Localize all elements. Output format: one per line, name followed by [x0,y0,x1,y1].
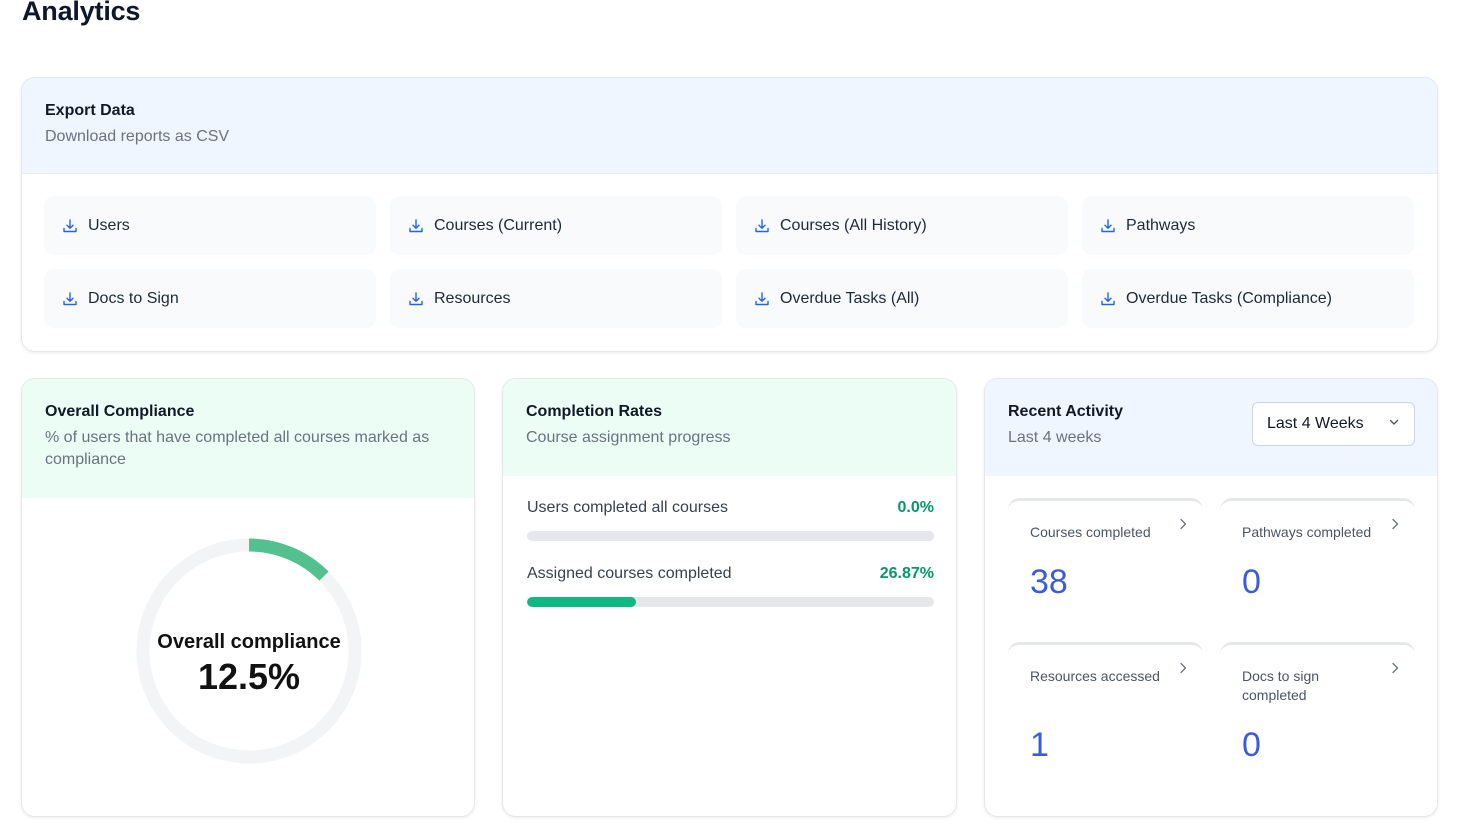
export-docs-to-sign-button[interactable]: Docs to Sign [44,269,376,328]
export-button-label: Overdue Tasks (All) [780,289,920,307]
export-button-label: Resources [434,289,511,307]
donut-center-label: Overall compliance [157,631,341,653]
activity-subtitle: Last 4 weeks [1008,429,1102,446]
donut-value-arc [136,538,362,764]
export-data-subtitle: Download reports as CSV [45,128,230,145]
progress-track [527,531,934,541]
stat-label: Resources accessed [1030,668,1160,684]
download-icon [1100,218,1116,234]
export-overdue-tasks-all-button[interactable]: Overdue Tasks (All) [736,269,1068,328]
stat-value: 1 [1030,726,1049,764]
stat-label: Docs to sign completed [1242,668,1320,703]
download-icon [62,218,78,234]
compliance-header: Overall Compliance % of users that have … [22,379,474,498]
rate-row-users-completed: Users completed all courses 0.0% [527,499,934,541]
page-title: Analytics [22,0,141,26]
stat-label: Courses completed [1030,524,1151,540]
export-data-card: Export Data Download reports as CSV User… [21,77,1438,352]
export-overdue-tasks-compliance-button[interactable]: Overdue Tasks (Compliance) [1082,269,1414,328]
progress-track [527,597,934,607]
export-courses-current-button[interactable]: Courses (Current) [390,196,722,255]
export-courses-all-history-button[interactable]: Courses (All History) [736,196,1068,255]
chevron-right-icon [1389,517,1401,530]
rate-percent: 0.0% [897,499,934,516]
compliance-donut-chart [136,538,362,764]
completion-rates-card: Completion Rates Course assignment progr… [502,378,957,817]
export-button-label: Docs to Sign [88,289,179,307]
chevron-right-icon [1177,661,1189,674]
export-button-grid: Users Courses (Current) Courses (All His… [44,196,1416,328]
stat-pathways-completed[interactable]: Pathways completed 0 [1220,498,1415,628]
completion-subtitle: Course assignment progress [526,429,731,446]
completion-title: Completion Rates [526,403,663,420]
stat-value: 0 [1242,726,1261,764]
recent-activity-card: Recent Activity Last 4 weeks Last 4 Week… [984,378,1438,817]
compliance-title: Overall Compliance [45,403,195,420]
download-icon [754,291,770,307]
export-data-title: Export Data [45,102,135,119]
compliance-donut: Overall compliance 12.5% [134,536,364,766]
export-users-button[interactable]: Users [44,196,376,255]
chevron-down-icon [1388,415,1400,433]
export-data-header: Export Data Download reports as CSV [22,78,1437,174]
download-icon [408,291,424,307]
activity-header: Recent Activity Last 4 weeks Last 4 Week… [985,379,1437,476]
rate-row-assigned-completed: Assigned courses completed 26.87% [527,565,934,607]
rate-label: Assigned courses completed [527,565,732,582]
stat-resources-accessed[interactable]: Resources accessed 1 [1008,642,1203,772]
chevron-right-icon [1177,517,1189,530]
export-button-label: Users [88,216,130,234]
compliance-subtitle: % of users that have completed all cours… [45,429,430,468]
progress-fill [527,597,637,607]
export-button-label: Courses (Current) [434,216,563,234]
download-icon [62,291,78,307]
completion-header: Completion Rates Course assignment progr… [503,379,956,476]
download-icon [754,218,770,234]
activity-title: Recent Activity [1008,403,1123,420]
stat-courses-completed[interactable]: Courses completed 38 [1008,498,1203,628]
stat-value: 38 [1030,563,1068,601]
download-icon [1100,291,1116,307]
period-select-value: Last 4 Weeks [1267,415,1364,432]
stat-label: Pathways completed [1242,524,1372,540]
donut-center-value: 12.5% [197,656,301,697]
export-button-label: Pathways [1126,216,1196,234]
period-select[interactable]: Last 4 Weeks [1252,402,1415,446]
export-pathways-button[interactable]: Pathways [1082,196,1414,255]
download-icon [408,218,424,234]
export-button-label: Courses (All History) [780,216,927,234]
overall-compliance-card: Overall Compliance % of users that have … [21,378,475,817]
stat-docs-to-sign-completed[interactable]: Docs to sign completed 0 [1220,642,1415,772]
export-resources-button[interactable]: Resources [390,269,722,328]
stat-value: 0 [1242,563,1261,601]
rate-percent: 26.87% [879,565,934,582]
rate-label: Users completed all courses [527,499,728,516]
export-button-label: Overdue Tasks (Compliance) [1126,289,1333,307]
chevron-right-icon [1389,661,1401,674]
